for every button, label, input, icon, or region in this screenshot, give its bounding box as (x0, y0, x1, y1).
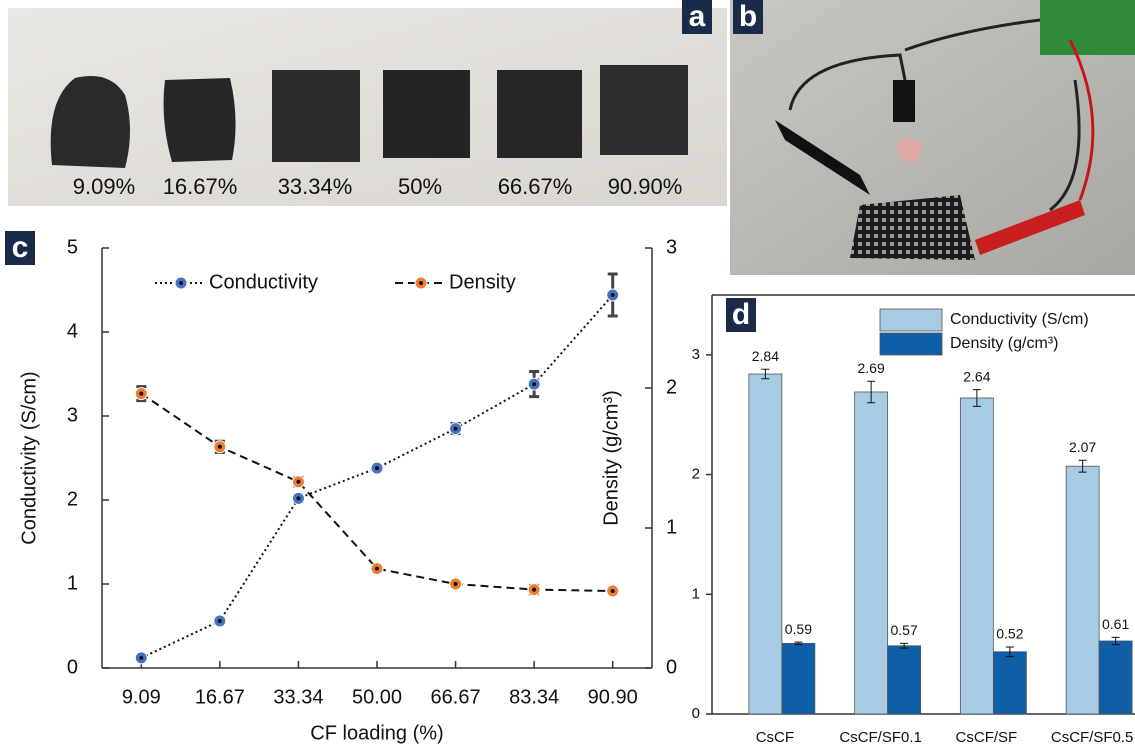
sample-label: 33.34% (278, 174, 353, 199)
x-tick-label: 9.09 (122, 686, 161, 708)
bar (960, 398, 993, 714)
sample-label: 90.90% (608, 174, 683, 199)
series-line (141, 295, 612, 658)
marker-dot (375, 567, 379, 571)
photo-b (730, 0, 1135, 275)
sample (497, 70, 582, 158)
x-tick-label: CsCF (756, 729, 794, 746)
y-tick-label: 0 (692, 705, 700, 722)
value-label: 2.69 (858, 360, 885, 376)
x-tick-label: CsCF/SF (956, 729, 1018, 746)
marker-dot (375, 466, 379, 470)
marker-dot (454, 427, 458, 431)
marker-dot (296, 480, 300, 484)
y-tick-label: 0 (67, 656, 78, 678)
y-tick-label: 2 (692, 466, 700, 483)
panel-label: d (732, 298, 750, 331)
y-tick-label: 1 (692, 585, 700, 602)
bar (1066, 466, 1099, 714)
y2-tick-label: 2 (666, 376, 677, 398)
bar (855, 392, 888, 714)
x-tick-label: 83.34 (509, 686, 559, 708)
x-axis-title: CF loading (%) (310, 722, 443, 744)
legend-marker-dot (419, 281, 423, 285)
value-label: 0.59 (785, 621, 812, 637)
led-holder (893, 80, 915, 122)
marker-dot (218, 619, 222, 623)
marker-dot (611, 293, 615, 297)
sample (383, 70, 470, 158)
x-tick-label: 33.34 (273, 686, 323, 708)
bar (782, 643, 815, 714)
marker-dot (454, 582, 458, 586)
y-tick-label: 3 (692, 346, 700, 363)
marker-dot (611, 589, 615, 593)
sample (272, 70, 360, 162)
panel-label: a (689, 0, 706, 33)
figure: a b c d 9.09% 16.67% 33.34% 50% 66.67% 90.90%… (0, 0, 1135, 748)
y2-tick-label: 0 (666, 656, 677, 678)
marker-dot (532, 588, 536, 592)
legend-swatch (880, 309, 942, 331)
led (898, 138, 922, 162)
battery (1040, 0, 1135, 55)
y-tick-label: 1 (67, 572, 78, 594)
y-tick-label: 2 (67, 488, 78, 510)
value-label: 2.64 (963, 368, 990, 384)
sample-label: 66.67% (498, 174, 573, 199)
panel-label: b (739, 0, 757, 33)
marker-dot (139, 392, 143, 396)
value-label: 0.52 (996, 626, 1023, 642)
panel-label: c (12, 231, 29, 264)
bar (993, 652, 1026, 714)
y2-axis-title: Density (g/cm³) (600, 390, 622, 526)
sample (164, 78, 236, 162)
sample-label: 50% (398, 174, 442, 199)
y-tick-label: 5 (67, 236, 78, 258)
y-tick-label: 3 (67, 404, 78, 426)
value-label: 2.07 (1069, 439, 1096, 455)
value-label: 0.61 (1102, 616, 1129, 632)
value-label: 0.57 (891, 622, 918, 638)
legend-marker-dot (179, 281, 183, 285)
legend-label: Conductivity (209, 271, 318, 293)
x-tick-label: 66.67 (431, 686, 481, 708)
y-tick-label: 4 (67, 320, 78, 342)
sample-label: 9.09% (73, 174, 135, 199)
marker-dot (296, 496, 300, 500)
legend-label: Conductivity (S/cm) (950, 311, 1089, 328)
y2-tick-label: 3 (666, 236, 677, 258)
x-tick-label: 50.00 (352, 686, 402, 708)
x-tick-label: 16.67 (195, 686, 245, 708)
legend-swatch (880, 333, 942, 355)
marker-dot (139, 656, 143, 660)
legend-label: Density (449, 271, 516, 293)
marker-dot (218, 445, 222, 449)
series-line (141, 394, 612, 591)
bar (749, 374, 782, 714)
y2-tick-label: 1 (666, 516, 677, 538)
sample-label: 16.67% (163, 174, 238, 199)
legend-label: Density (g/cm³) (950, 335, 1058, 352)
value-label: 2.84 (752, 348, 779, 364)
bar (1099, 641, 1132, 714)
y-axis-title: Conductivity (S/cm) (18, 371, 40, 544)
sample (600, 65, 688, 155)
x-tick-label: CsCF/SF0.1 (839, 729, 922, 746)
x-tick-label: CsCF/SF0.5 (1051, 729, 1134, 746)
bar (888, 646, 921, 714)
mesh-sample (850, 195, 975, 260)
marker-dot (532, 382, 536, 386)
x-tick-label: 90.90 (588, 686, 638, 708)
